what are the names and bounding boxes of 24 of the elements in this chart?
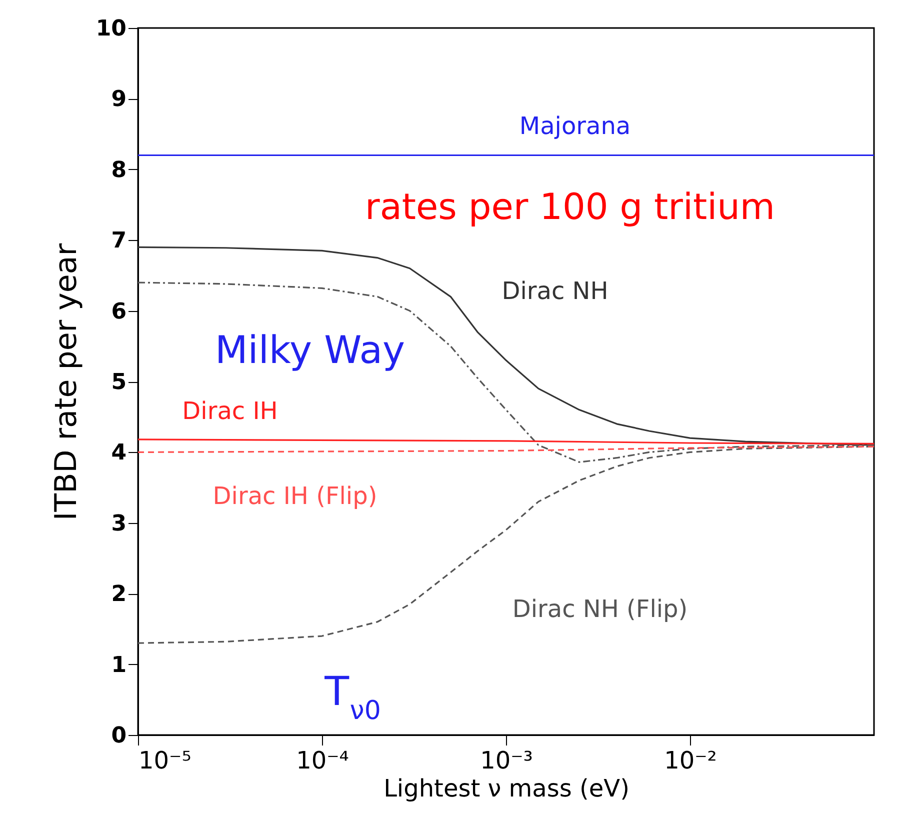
y-tick-label: 0	[111, 724, 126, 748]
annotation: Milky Way	[214, 328, 406, 372]
series-label: Majorana	[519, 112, 631, 140]
x-tick-label: 10⁻⁴	[296, 746, 349, 774]
y-tick-label: 5	[111, 370, 126, 395]
y-tick-label: 10	[96, 16, 126, 42]
x-tick-label: 10⁻⁵	[138, 746, 192, 774]
series-label: Dirac NH	[502, 277, 608, 305]
annotation: rates per 100 g tritium	[365, 187, 775, 228]
y-tick-label: 9	[111, 87, 126, 112]
y-tick-label: 1	[111, 652, 126, 678]
y-axis-title: ITBD rate per year	[48, 242, 84, 521]
y-tick-label: 7	[111, 228, 126, 254]
series-label: Dirac IH (Flip)	[212, 482, 378, 510]
x-tick-label: 10⁻²	[664, 746, 717, 774]
y-tick-label: 6	[111, 299, 126, 324]
series-label: Dirac IH	[182, 397, 278, 425]
x-tick-label: 10⁻³	[480, 746, 533, 774]
y-tick-label: 4	[111, 440, 126, 466]
y-tick-label: 8	[111, 158, 126, 183]
y-tick-label: 3	[111, 511, 126, 536]
x-axis-title: Lightest ν mass (eV)	[384, 774, 630, 802]
y-tick-label: 2	[111, 582, 126, 608]
text: Dirac NH (Flip)	[512, 595, 688, 623]
